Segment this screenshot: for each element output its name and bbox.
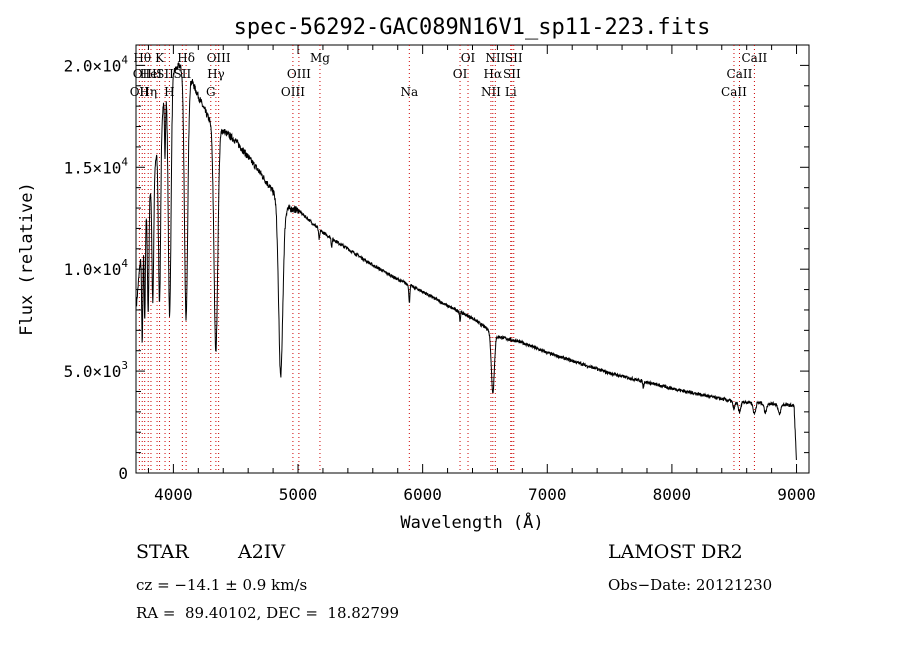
- y-tick-mantissa: 2.0×10: [64, 56, 122, 75]
- x-tick-label: 7000: [528, 485, 567, 504]
- line-markers: [138, 45, 755, 473]
- y-tick-mantissa: 1.5×10: [64, 158, 122, 177]
- line-marker-label: SII: [156, 67, 174, 81]
- x-tick-label: 5000: [279, 485, 318, 504]
- y-tick-label: 5.0×103: [64, 359, 128, 381]
- line-marker-label: K: [155, 51, 165, 65]
- x-axis-ticks: 4000 5000 6000 7000 8000 9000: [147, 45, 816, 504]
- object-class: STAR: [136, 541, 189, 563]
- line-marker-label: G: [206, 85, 216, 99]
- line-marker-label: Hγ: [207, 67, 225, 81]
- redshift-velocity: cz = −14.1 ± 0.9 km/s: [136, 576, 308, 594]
- line-marker-label: CaII: [721, 85, 747, 99]
- line-marker-label: OI: [453, 67, 468, 81]
- line-marker-label: Li: [505, 85, 517, 99]
- line-marker-label: HeI: [140, 67, 163, 81]
- line-marker-label: SII: [503, 67, 521, 81]
- plot-frame: [135, 44, 810, 474]
- line-marker-label: Mg: [310, 51, 330, 65]
- line-marker-label: SII: [505, 51, 523, 65]
- observation-date: Obs−Date: 20121230: [608, 576, 773, 594]
- line-marker-labels: OIIHθOIIIHηHeIKSIIHSIIHδGHγOIIIOIIIOIIIM…: [130, 51, 768, 99]
- line-marker-label: OI: [461, 51, 476, 65]
- line-marker-label: H: [164, 85, 174, 99]
- x-tick-label: 9000: [777, 485, 816, 504]
- line-marker-label: NII: [485, 51, 505, 65]
- line-marker-label: CaII: [727, 67, 753, 81]
- x-tick-label: 8000: [653, 485, 692, 504]
- line-marker-label: Hδ: [177, 51, 195, 65]
- line-marker-label: Hη: [139, 85, 157, 99]
- y-tick-exponent: 3: [121, 359, 128, 372]
- line-marker-label: OIII: [133, 67, 157, 81]
- y-axis-label: Flux (relative): [17, 182, 37, 336]
- coordinates: RA = 89.40102, DEC = 18.82799: [136, 604, 400, 622]
- y-tick-mantissa: 5.0×10: [64, 362, 122, 381]
- line-marker-label: CaII: [741, 51, 767, 65]
- line-marker-label: Na: [400, 85, 418, 99]
- line-marker-label: OII: [130, 85, 150, 99]
- spectrum-line: [136, 61, 797, 461]
- y-tick-exponent: 4: [121, 257, 128, 270]
- survey-name: LAMOST DR2: [608, 541, 743, 563]
- chart-title: spec-56292-GAC089N16V1_sp11-223.fits: [234, 15, 711, 40]
- line-marker-label: OIII: [207, 51, 231, 65]
- object-subclass: A2IV: [238, 541, 286, 563]
- x-tick-label: 4000: [154, 485, 193, 504]
- y-tick-exponent: 4: [121, 155, 128, 168]
- y-tick-label: 0: [118, 464, 128, 483]
- line-marker-label: OIII: [287, 67, 311, 81]
- y-tick-mantissa: 0: [118, 464, 128, 483]
- y-tick-mantissa: 1.0×10: [64, 260, 122, 279]
- line-marker-label: Hθ: [133, 51, 151, 65]
- y-tick-exponent: 4: [121, 53, 128, 66]
- line-marker-label: OIII: [281, 85, 305, 99]
- y-tick-label: 1.0×104: [64, 257, 129, 279]
- y-tick-label: 2.0×104: [64, 53, 129, 75]
- line-marker-label: SII: [174, 67, 192, 81]
- x-axis-label: Wavelength (Å): [400, 511, 543, 533]
- line-marker-label: NII: [481, 85, 501, 99]
- y-tick-label: 1.5×104: [64, 155, 129, 177]
- x-tick-label: 6000: [403, 485, 442, 504]
- line-marker-label: Hα: [484, 67, 503, 81]
